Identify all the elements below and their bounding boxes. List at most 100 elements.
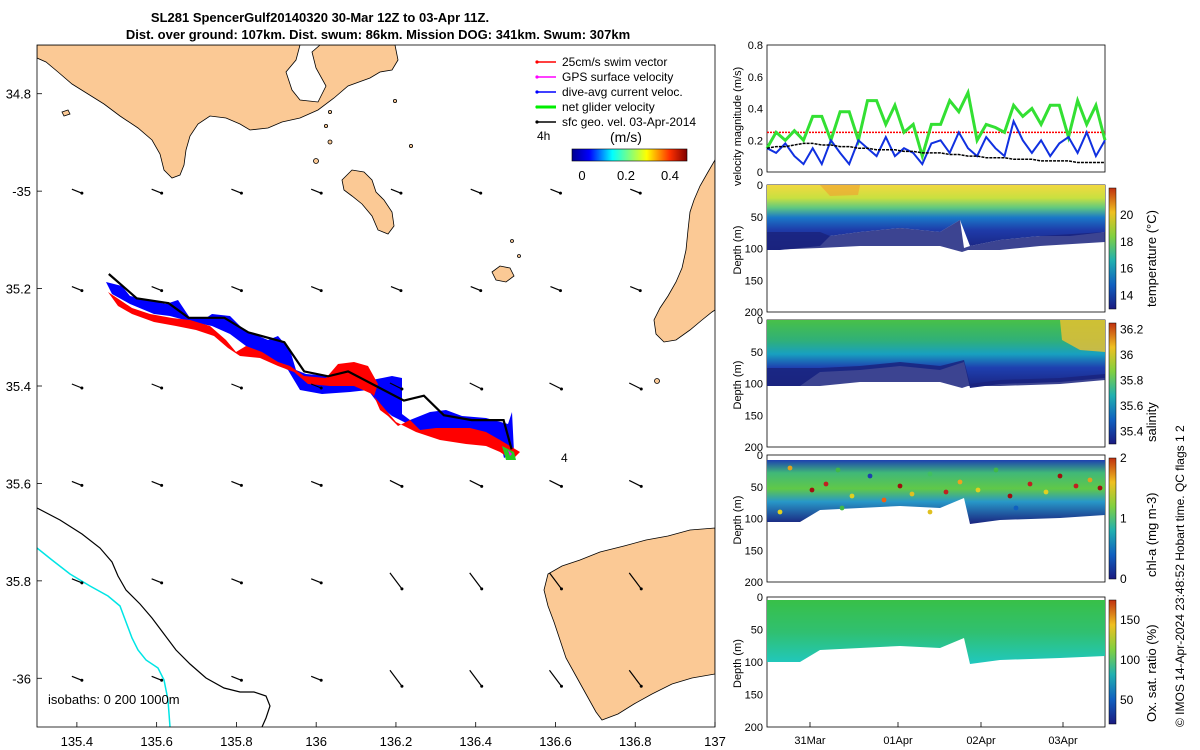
geo-arrow-head — [319, 678, 323, 682]
geo-arrow-head — [639, 387, 643, 391]
depth-label: Depth (m) — [732, 496, 744, 545]
map-x-tick-label: 137 — [704, 734, 726, 749]
geo-arrow — [389, 479, 403, 487]
chla-sample — [927, 509, 933, 515]
chla-sample — [943, 489, 949, 495]
net-velocity-line — [765, 87, 1107, 162]
credit-text: © IMOS 14-Apr-2024 23:48:52 Hobart time.… — [1173, 425, 1187, 727]
chla-sample — [777, 509, 783, 515]
map-annotation: 4 — [561, 451, 568, 465]
map-y-tick-label: -36 — [12, 671, 31, 686]
chla-label: chl-a (mg m-3) — [1144, 492, 1159, 577]
geo-arrow-head — [239, 678, 243, 682]
temperature-section — [767, 185, 1105, 250]
geo-arrow — [71, 383, 83, 389]
depth-tick-label: 150 — [745, 690, 763, 702]
title-line1: SL281 SpencerGulf20140320 30-Mar 12Z to … — [151, 10, 489, 25]
geo-arrow-head — [558, 191, 562, 195]
geo-arrow-head — [400, 484, 404, 488]
glider-track — [108, 273, 513, 450]
temperature-colorbar-tick: 16 — [1120, 262, 1134, 276]
geo-arrow — [389, 572, 403, 590]
map-y-tick-label: 35.2 — [6, 282, 31, 297]
oxygen-colorbar-tick: 150 — [1120, 613, 1140, 627]
map-panel: 135.4 135.6 135.8 136 136.2 136.4 136.6 136.8 13… — [6, 44, 726, 749]
geo-arrow — [548, 669, 562, 687]
geo-arrow-head — [559, 484, 563, 488]
chla-sample — [975, 487, 981, 493]
depth-tick-label: 200 — [745, 577, 763, 589]
geo-arrow — [231, 480, 242, 486]
geo-arrow — [469, 479, 482, 487]
geo-arrow — [310, 578, 322, 584]
geo-arrow — [469, 572, 483, 590]
chla-panel: 0 50 100 150 200 Depth (m) 0 1 2 chl-a (mg m-3) — [732, 450, 1159, 589]
geo-arrow-head — [480, 387, 484, 391]
map-x-tick-label: 136.8 — [619, 734, 652, 749]
speed-colorbar — [571, 148, 688, 162]
salinity-panel: 0 50 100 150 200 Depth (m) 35.4 35.6 35.8 36 36.2 s… — [732, 315, 1159, 454]
geo-arrow-head — [638, 289, 642, 293]
depth-tick-label: 100 — [745, 379, 763, 391]
geo-arrow-head — [319, 483, 323, 487]
island-thistle — [341, 169, 395, 235]
map-y-tick-label: 35.8 — [6, 574, 31, 589]
geo-arrow-head — [639, 484, 643, 488]
geo-arrow-head — [160, 483, 164, 487]
geo-arrow-head — [480, 484, 484, 488]
geo-arrow — [231, 675, 242, 681]
map-y-tick-label: 34.8 — [6, 87, 31, 102]
geo-arrow — [549, 479, 562, 487]
geo-arrow-head — [638, 191, 642, 195]
geo-arrow-head — [639, 587, 643, 591]
chla-sample — [1043, 489, 1049, 495]
legend-entry: net glider velocity — [562, 100, 655, 114]
chla-sample — [849, 493, 855, 499]
depth-tick-label: 50 — [751, 482, 763, 494]
date-tick-label: 03Apr — [1048, 735, 1078, 747]
geo-arrow — [151, 480, 162, 486]
depth-tick-label: 200 — [745, 722, 763, 734]
geo-arrow — [71, 675, 83, 681]
colorbar-tick-label: 0 — [578, 168, 585, 183]
date-x-ticks: 31Mar 01Apr 02Apr 03Apr — [794, 722, 1078, 747]
geo-velocity-line — [766, 142, 1105, 164]
depth-tick-label: 50 — [751, 347, 763, 359]
oxygen-panel: 0 50 100 150 200 Depth (m) 50 100 150 Ox. sat. ra… — [732, 592, 1159, 734]
map-y-tick-label: 35.6 — [6, 476, 31, 491]
geo-arrow — [389, 382, 403, 390]
chla-sample — [835, 467, 841, 473]
oxygen-colorbar-tick: 100 — [1120, 653, 1140, 667]
geo-arrow-head — [239, 191, 243, 195]
depth-tick-label: 150 — [745, 545, 763, 557]
temperature-colorbar-tick: 14 — [1120, 289, 1134, 303]
geo-arrow — [390, 188, 402, 194]
colorbar-tick-label: 0.4 — [661, 168, 679, 183]
chla-sample — [1097, 485, 1103, 491]
geo-arrow-head — [639, 684, 643, 688]
depth-tick-label: 0 — [757, 592, 763, 604]
velocity-panel: velocity magnitude (m/s) 0 0.2 0.4 0.6 0.8 — [732, 40, 1107, 186]
salinity-colorbar-tick: 35.6 — [1120, 399, 1144, 413]
salinity-colorbar-tick: 36.2 — [1120, 322, 1144, 336]
geo-arrow-head — [400, 587, 404, 591]
depth-tick-label: 50 — [751, 625, 763, 637]
velocity-y-tick-label: 0.4 — [748, 104, 763, 116]
geo-arrow — [151, 578, 162, 584]
geo-arrow — [549, 382, 562, 390]
temperature-colorbar — [1108, 187, 1117, 310]
geo-arrow-head — [80, 581, 84, 585]
geo-arrow-head — [480, 684, 484, 688]
geo-arrow-head — [319, 386, 323, 390]
geo-arrow — [310, 480, 322, 486]
geo-arrow — [151, 383, 162, 389]
geo-arrow-head — [160, 191, 164, 195]
geo-arrow-head — [80, 678, 84, 682]
geo-arrow-head — [80, 191, 84, 195]
chla-sample — [1073, 483, 1079, 489]
depth-tick-label: 50 — [751, 212, 763, 224]
velocity-y-ticks: 0 0.2 0.4 0.6 0.8 — [748, 40, 763, 179]
yorke-peninsula-land — [37, 45, 399, 179]
salinity-label: salinity — [1144, 402, 1159, 442]
chla-sample — [993, 467, 999, 473]
